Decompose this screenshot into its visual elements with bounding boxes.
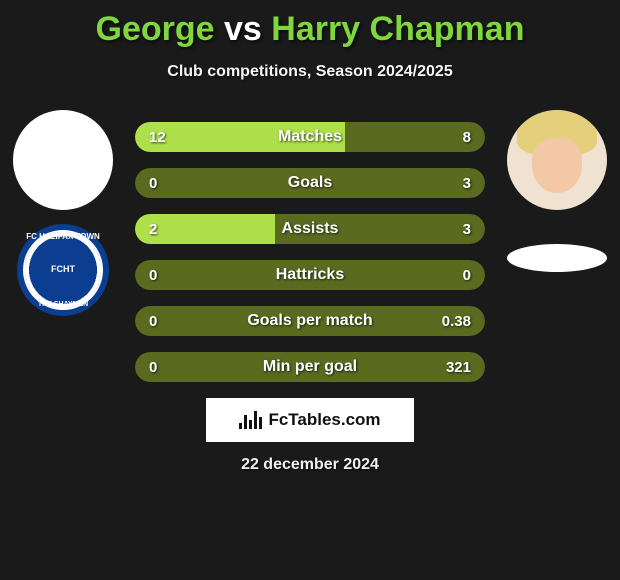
stat-row: 0 3 Goals (135, 168, 485, 198)
stat-label: Hattricks (276, 266, 344, 284)
title-vs: vs (224, 10, 262, 48)
stat-label: Matches (278, 128, 342, 146)
stat-value-left: 0 (149, 313, 157, 330)
stat-label: Goals (288, 174, 332, 192)
right-player-column (502, 110, 612, 272)
stats-bars: 12 8 Matches 0 3 Goals 2 3 Assists 0 0 Hattricks 0 0.… (135, 122, 485, 398)
stat-row: 2 3 Assists (135, 214, 485, 244)
stat-label: Assists (282, 220, 339, 238)
stat-value-right: 8 (463, 129, 471, 146)
stat-value-right: 321 (446, 359, 471, 376)
left-player-column: FC HALIFAX TOWN FCHT THE SHAYMEN (8, 110, 118, 316)
club-badge-right (507, 244, 607, 272)
stat-value-right: 3 (463, 175, 471, 192)
player-photo-right (507, 110, 607, 210)
stat-value-right: 0 (463, 267, 471, 284)
club-badge-left: FC HALIFAX TOWN FCHT THE SHAYMEN (17, 224, 109, 316)
stat-value-left: 0 (149, 175, 157, 192)
stat-value-left: 0 (149, 359, 157, 376)
stat-value-left: 0 (149, 267, 157, 284)
fctables-logo-icon (239, 411, 262, 429)
stat-row: 12 8 Matches (135, 122, 485, 152)
snapshot-date: 22 december 2024 (0, 456, 620, 474)
player-photo-left (13, 110, 113, 210)
stat-value-left: 12 (149, 129, 166, 146)
subtitle: Club competitions, Season 2024/2025 (0, 63, 620, 81)
club-badge-top-text: FC HALIFAX TOWN (17, 232, 109, 241)
title-player2: Harry Chapman (262, 10, 525, 48)
stat-label: Min per goal (263, 358, 357, 376)
page-title: George vs Harry Chapman (0, 0, 620, 49)
stat-value-right: 3 (463, 221, 471, 238)
stat-value-left: 2 (149, 221, 157, 238)
stat-row: 0 0.38 Goals per match (135, 306, 485, 336)
stat-row: 0 0 Hattricks (135, 260, 485, 290)
club-badge-bottom-text: THE SHAYMEN (17, 301, 109, 308)
site-badge: FcTables.com (206, 398, 414, 442)
site-name: FcTables.com (268, 410, 380, 430)
title-player1: George (96, 10, 224, 48)
stat-value-right: 0.38 (442, 313, 471, 330)
stat-row: 0 321 Min per goal (135, 352, 485, 382)
stat-label: Goals per match (247, 312, 372, 330)
